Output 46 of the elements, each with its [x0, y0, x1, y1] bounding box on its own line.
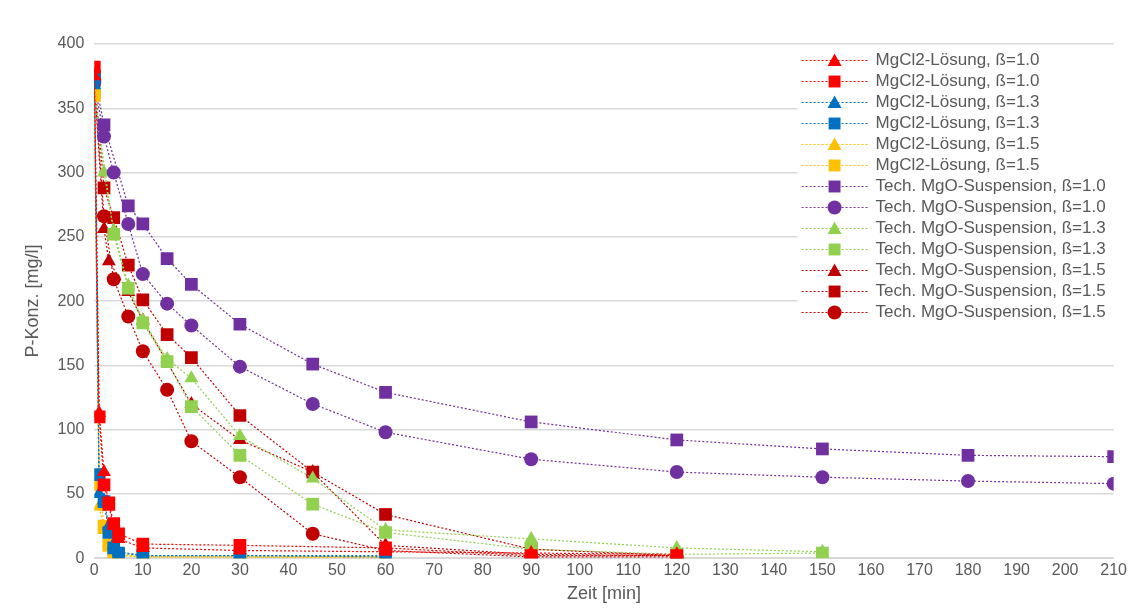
x-tick-label: 50	[328, 561, 346, 579]
y-tick-label: 100	[57, 420, 85, 438]
x-tick-label: 150	[809, 561, 836, 579]
x-tick-label: 60	[376, 561, 395, 579]
x-tick-label: 180	[954, 561, 982, 579]
legend-label: MgCl2-Lösung, ß=1.3	[875, 92, 1040, 112]
y-tick-label: 250	[57, 227, 85, 245]
legend-label: Tech. MgO-Suspension, ß=1.5	[875, 302, 1106, 322]
x-axis-title: Zeit [min]	[566, 583, 641, 604]
legend-label: MgCl2-Lösung, ß=1.3	[875, 113, 1040, 133]
x-tick-label: 110	[615, 561, 642, 579]
legend-label: Tech. MgO-Suspension, ß=1.3	[875, 218, 1106, 238]
x-tick-label: 70	[425, 561, 444, 579]
x-tick-label: 130	[711, 561, 739, 579]
legend-label: Tech. MgO-Suspension, ß=1.3	[875, 239, 1106, 259]
x-tick-label: 0	[89, 561, 99, 579]
y-tick-label: 300	[57, 162, 85, 180]
x-tick-label: 100	[566, 561, 594, 579]
legend-label: MgCl2-Lösung, ß=1.0	[875, 71, 1040, 91]
legend-label: MgCl2-Lösung, ß=1.5	[875, 155, 1040, 175]
x-tick-label: 120	[663, 561, 691, 579]
legend-label: MgCl2-Lösung, ß=1.0	[875, 50, 1040, 70]
y-tick-label: 0	[75, 548, 85, 566]
x-tick-label: 90	[522, 561, 541, 579]
x-tick-label: 80	[473, 561, 492, 579]
legend-label: MgCl2-Lösung, ß=1.5	[875, 134, 1040, 154]
x-tick-label: 200	[1051, 561, 1079, 579]
x-tick-label: 40	[279, 561, 298, 579]
x-tick-label: 190	[1003, 561, 1031, 579]
y-tick-label: 350	[57, 98, 85, 116]
x-tick-label: 170	[906, 561, 933, 579]
y-tick-label: 200	[57, 291, 85, 309]
x-tick-label: 20	[182, 561, 201, 579]
x-tick-label: 210	[1100, 561, 1128, 579]
legend-label: Tech. MgO-Suspension, ß=1.0	[875, 176, 1106, 196]
legend-label: Tech. MgO-Suspension, ß=1.5	[875, 281, 1106, 301]
y-axis-title: P-Konz. [mg/l]	[21, 244, 42, 358]
y-tick-label: 50	[66, 484, 85, 502]
legend-label: Tech. MgO-Suspension, ß=1.0	[875, 197, 1106, 217]
x-tick-label: 10	[133, 561, 152, 579]
x-tick-label: 160	[857, 561, 885, 579]
x-tick-label: 30	[231, 561, 249, 579]
y-tick-label: 400	[57, 34, 85, 52]
legend-label: Tech. MgO-Suspension, ß=1.5	[875, 260, 1106, 280]
x-tick-label: 140	[760, 561, 788, 579]
y-tick-label: 150	[57, 355, 85, 373]
